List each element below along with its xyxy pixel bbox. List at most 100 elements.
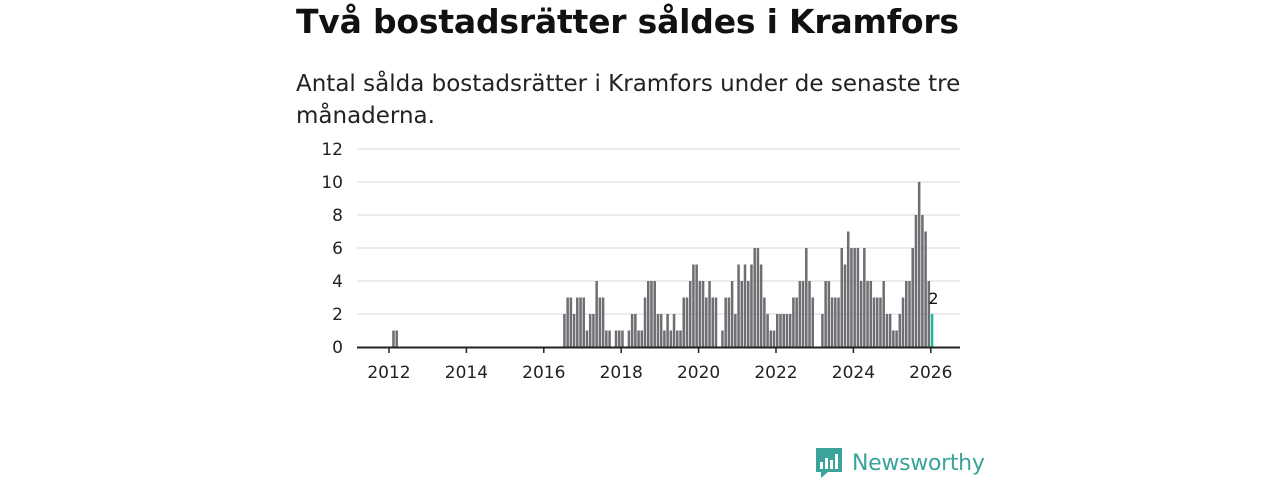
x-tick-label: 2014 bbox=[445, 363, 488, 383]
bar bbox=[730, 281, 734, 347]
chart-title: Två bostadsrätter såldes i Kramfors bbox=[296, 2, 959, 41]
bar bbox=[753, 248, 756, 347]
y-tick-label: 8 bbox=[332, 206, 343, 226]
bar bbox=[885, 314, 889, 347]
bar bbox=[672, 314, 676, 347]
y-tick-label: 6 bbox=[332, 239, 343, 259]
bar bbox=[676, 330, 679, 347]
bar bbox=[901, 297, 905, 347]
bar bbox=[795, 297, 798, 347]
bar bbox=[582, 297, 586, 347]
bar-series bbox=[392, 182, 934, 347]
bar bbox=[827, 281, 831, 347]
bar bbox=[908, 281, 911, 347]
bar bbox=[863, 248, 866, 347]
bar bbox=[614, 330, 618, 347]
bar bbox=[898, 314, 902, 347]
bar bbox=[840, 248, 844, 347]
bar bbox=[763, 297, 766, 347]
bar bbox=[572, 314, 576, 347]
bar bbox=[743, 264, 747, 347]
bar bbox=[911, 248, 914, 347]
bar bbox=[392, 330, 395, 347]
bar bbox=[914, 215, 918, 347]
x-tick-label: 2026 bbox=[909, 363, 952, 383]
bar bbox=[585, 330, 589, 347]
bar bbox=[756, 248, 760, 347]
bar bbox=[679, 330, 682, 347]
bar bbox=[830, 297, 834, 347]
bar bbox=[711, 297, 715, 347]
bar bbox=[666, 314, 669, 347]
bar bbox=[643, 297, 647, 347]
x-tick-label: 2020 bbox=[677, 363, 720, 383]
bar bbox=[837, 297, 840, 347]
bar bbox=[782, 314, 785, 347]
newsworthy-logo-text: Newsworthy bbox=[852, 450, 985, 476]
bar bbox=[721, 330, 724, 347]
y-tick-label: 2 bbox=[332, 305, 343, 325]
bar bbox=[850, 248, 853, 347]
bar bbox=[824, 281, 827, 347]
bar bbox=[598, 297, 602, 347]
bar bbox=[846, 231, 850, 347]
bar bbox=[640, 330, 644, 347]
bar bbox=[617, 330, 621, 347]
bar bbox=[647, 281, 650, 347]
bar bbox=[746, 281, 750, 347]
bar bbox=[695, 264, 698, 347]
bar bbox=[859, 281, 863, 347]
bar bbox=[905, 281, 908, 347]
bar bbox=[788, 314, 792, 347]
bar bbox=[653, 281, 656, 347]
bar bbox=[682, 297, 685, 347]
bar bbox=[834, 297, 837, 347]
bar bbox=[663, 330, 666, 347]
bar bbox=[630, 314, 634, 347]
bar bbox=[714, 297, 718, 347]
bar bbox=[805, 248, 808, 347]
bar bbox=[701, 281, 705, 347]
bar bbox=[798, 281, 802, 347]
bar-highlight bbox=[930, 314, 934, 347]
last-value-label: 2 bbox=[928, 289, 938, 308]
bar bbox=[608, 330, 611, 347]
gridlines bbox=[357, 148, 960, 315]
newsworthy-logo-icon bbox=[816, 448, 842, 478]
y-tick-label: 4 bbox=[332, 272, 343, 292]
bar bbox=[888, 314, 892, 347]
bar bbox=[705, 297, 708, 347]
bar bbox=[843, 264, 847, 347]
bar bbox=[659, 314, 663, 347]
bar bbox=[866, 281, 869, 347]
bar bbox=[734, 314, 737, 347]
bar bbox=[853, 248, 856, 347]
bar bbox=[811, 297, 814, 347]
bar bbox=[656, 314, 660, 347]
bar bbox=[779, 314, 782, 347]
bar bbox=[924, 231, 927, 347]
bar bbox=[650, 281, 653, 347]
bar bbox=[627, 330, 631, 347]
x-tick-label: 2022 bbox=[754, 363, 797, 383]
bar bbox=[621, 330, 624, 347]
bar bbox=[882, 281, 885, 347]
x-axis-labels: 2012 2014 2016 2018 2020 2022 2024 2026 bbox=[367, 347, 952, 383]
bar bbox=[785, 314, 789, 347]
bar bbox=[895, 330, 898, 347]
bar bbox=[772, 330, 776, 347]
bar bbox=[869, 281, 873, 347]
x-tick-label: 2012 bbox=[367, 363, 410, 383]
bar bbox=[601, 297, 605, 347]
bar bbox=[921, 215, 924, 347]
y-tick-label: 0 bbox=[332, 338, 343, 358]
bar bbox=[737, 264, 740, 347]
bar bbox=[769, 330, 773, 347]
bar bbox=[792, 297, 795, 347]
bar bbox=[588, 314, 592, 347]
bar bbox=[566, 297, 569, 347]
bar bbox=[750, 264, 753, 347]
bar bbox=[708, 281, 711, 347]
bar bbox=[917, 182, 921, 347]
